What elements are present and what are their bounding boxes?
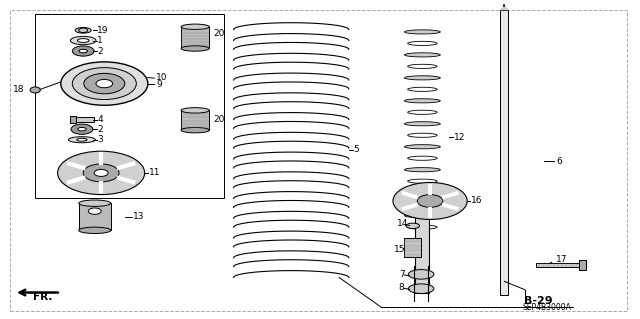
- Ellipse shape: [181, 46, 209, 51]
- Ellipse shape: [404, 145, 440, 149]
- Text: 7: 7: [399, 270, 404, 279]
- Circle shape: [61, 62, 148, 105]
- Polygon shape: [500, 6, 508, 10]
- Bar: [415, 204, 429, 293]
- Bar: [181, 110, 209, 130]
- Bar: [536, 263, 582, 267]
- Ellipse shape: [408, 270, 434, 279]
- Bar: [404, 238, 421, 257]
- Circle shape: [94, 169, 108, 176]
- Text: 6: 6: [557, 157, 563, 166]
- Text: 2: 2: [97, 47, 103, 56]
- Ellipse shape: [79, 49, 87, 53]
- Text: 3: 3: [97, 135, 103, 144]
- Text: 16: 16: [471, 197, 483, 205]
- Ellipse shape: [408, 284, 434, 293]
- Ellipse shape: [181, 108, 209, 113]
- Text: 11: 11: [149, 168, 161, 177]
- Ellipse shape: [404, 53, 440, 57]
- Text: 18: 18: [13, 85, 24, 94]
- Text: 19: 19: [97, 26, 109, 35]
- Text: 1: 1: [97, 36, 103, 45]
- Text: FR.: FR.: [33, 292, 52, 302]
- Ellipse shape: [404, 30, 440, 34]
- Bar: [35, 14, 224, 198]
- Ellipse shape: [181, 24, 209, 30]
- Circle shape: [417, 195, 443, 207]
- Bar: [79, 203, 111, 230]
- Text: 4: 4: [97, 115, 103, 124]
- Ellipse shape: [404, 214, 440, 218]
- Bar: [579, 260, 586, 270]
- Ellipse shape: [404, 99, 440, 103]
- Text: B-29: B-29: [524, 296, 552, 307]
- Bar: [74, 117, 94, 122]
- Text: 12: 12: [454, 133, 466, 142]
- Text: 10: 10: [156, 73, 168, 82]
- Ellipse shape: [79, 227, 111, 234]
- Ellipse shape: [79, 200, 111, 206]
- Circle shape: [393, 182, 467, 219]
- Text: 14: 14: [397, 219, 408, 228]
- Text: SEP4B3000A: SEP4B3000A: [522, 303, 571, 312]
- Circle shape: [88, 208, 101, 214]
- Text: 17: 17: [556, 256, 567, 264]
- Circle shape: [96, 79, 113, 88]
- Text: 20: 20: [213, 115, 225, 124]
- Bar: [70, 116, 76, 123]
- Circle shape: [84, 73, 125, 94]
- Ellipse shape: [78, 128, 86, 131]
- Ellipse shape: [404, 122, 440, 126]
- Ellipse shape: [404, 190, 440, 195]
- Circle shape: [83, 164, 119, 182]
- Text: 20: 20: [213, 29, 225, 38]
- Text: 8: 8: [399, 283, 404, 292]
- Ellipse shape: [70, 36, 96, 45]
- Text: 15: 15: [394, 245, 405, 254]
- Text: 5: 5: [353, 145, 359, 154]
- Ellipse shape: [30, 87, 40, 93]
- Ellipse shape: [68, 137, 95, 143]
- Ellipse shape: [76, 27, 92, 33]
- Circle shape: [58, 151, 145, 195]
- Ellipse shape: [71, 124, 93, 134]
- Text: 13: 13: [133, 212, 145, 221]
- Text: 2: 2: [97, 125, 103, 134]
- Ellipse shape: [72, 46, 94, 56]
- Ellipse shape: [404, 167, 440, 172]
- Circle shape: [72, 68, 136, 100]
- Ellipse shape: [404, 76, 440, 80]
- Bar: [500, 10, 508, 295]
- Bar: [181, 27, 209, 48]
- Ellipse shape: [77, 138, 87, 141]
- Ellipse shape: [181, 128, 209, 133]
- Text: 9: 9: [156, 80, 162, 89]
- Ellipse shape: [77, 39, 89, 42]
- Ellipse shape: [406, 223, 420, 228]
